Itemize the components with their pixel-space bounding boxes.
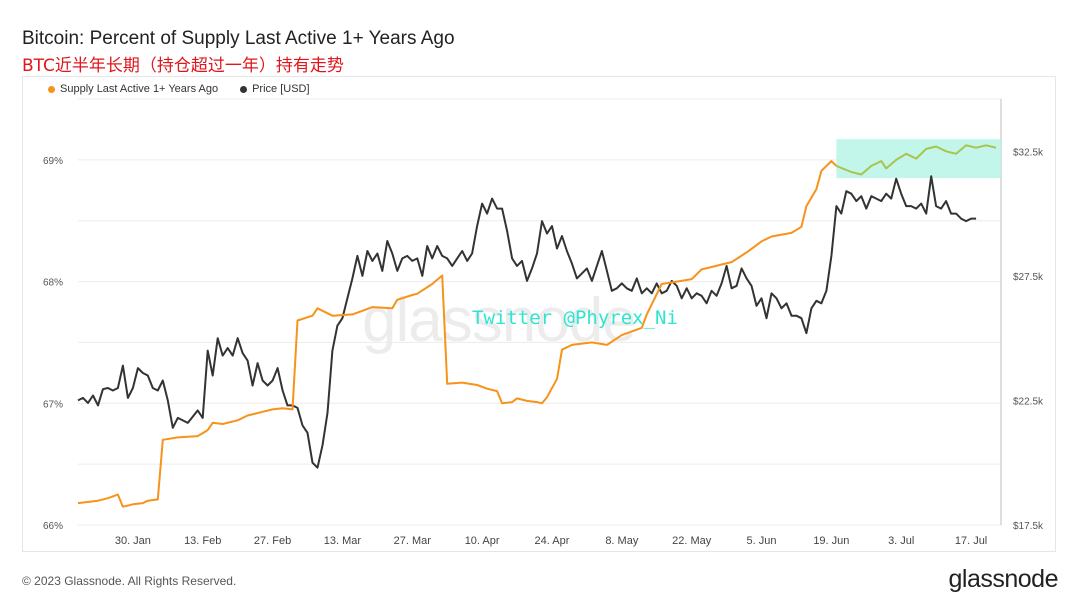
copyright-footer: © 2023 Glassnode. All Rights Reserved. (22, 574, 237, 588)
legend-dot-supply-icon (48, 85, 55, 93)
x-tick-label: 8. May (605, 535, 639, 547)
y-right-tick-label: $17.5k (1013, 521, 1044, 532)
y-right-tick-label: $27.5k (1013, 272, 1044, 283)
legend-label-price: Price [USD] (252, 83, 310, 95)
y-left-tick-label: 68% (43, 278, 63, 289)
supply-series-line-recent (836, 144, 997, 176)
highlight-region (836, 139, 1001, 179)
x-tick-label: 30. Jan (115, 535, 151, 547)
price-series-line (77, 175, 977, 469)
y-left-tick-label: 67% (43, 399, 63, 410)
x-tick-label: 13. Mar (324, 535, 362, 547)
supply-series-line (77, 160, 838, 508)
x-tick-label: 10. Apr (465, 535, 500, 547)
chart-subtitle: BTC近半年长期（持仓超过一年）持有走势 (22, 56, 344, 76)
chart-title: Bitcoin: Percent of Supply Last Active 1… (22, 28, 455, 49)
x-tick-label: 27. Mar (394, 535, 432, 547)
legend-dot-price-icon (240, 85, 248, 93)
x-tick-label: 24. Apr (535, 535, 570, 547)
legend-label-supply: Supply Last Active 1+ Years Ago (60, 83, 219, 95)
x-tick-label: 3. Jul (888, 535, 914, 547)
legend-item-supply[interactable]: Supply Last Active 1+ Years Ago (48, 83, 218, 95)
y-left-tick-label: 66% (43, 521, 63, 532)
x-tick-label: 27. Feb (254, 535, 291, 547)
x-tick-label: 22. May (672, 535, 712, 547)
glassnode-logo: glassnode (948, 565, 1059, 593)
y-right-tick-label: $32.5k (1013, 147, 1044, 158)
x-tick-label: 17. Jul (955, 535, 987, 547)
y-left-tick-label: 69% (43, 156, 63, 167)
legend-item-price[interactable]: Price [USD] (240, 83, 310, 95)
y-right-tick-label: $22.5k (1013, 396, 1044, 407)
x-tick-label: 19. Jun (813, 535, 849, 547)
x-tick-label: 13. Feb (184, 535, 221, 547)
chart-legend: Supply Last Active 1+ Years Ago Price [U… (48, 83, 310, 95)
x-tick-label: 5. Jun (747, 535, 777, 547)
chart-panel (22, 76, 1056, 552)
twitter-annotation: Twitter @Phyrex_Ni (472, 307, 678, 329)
